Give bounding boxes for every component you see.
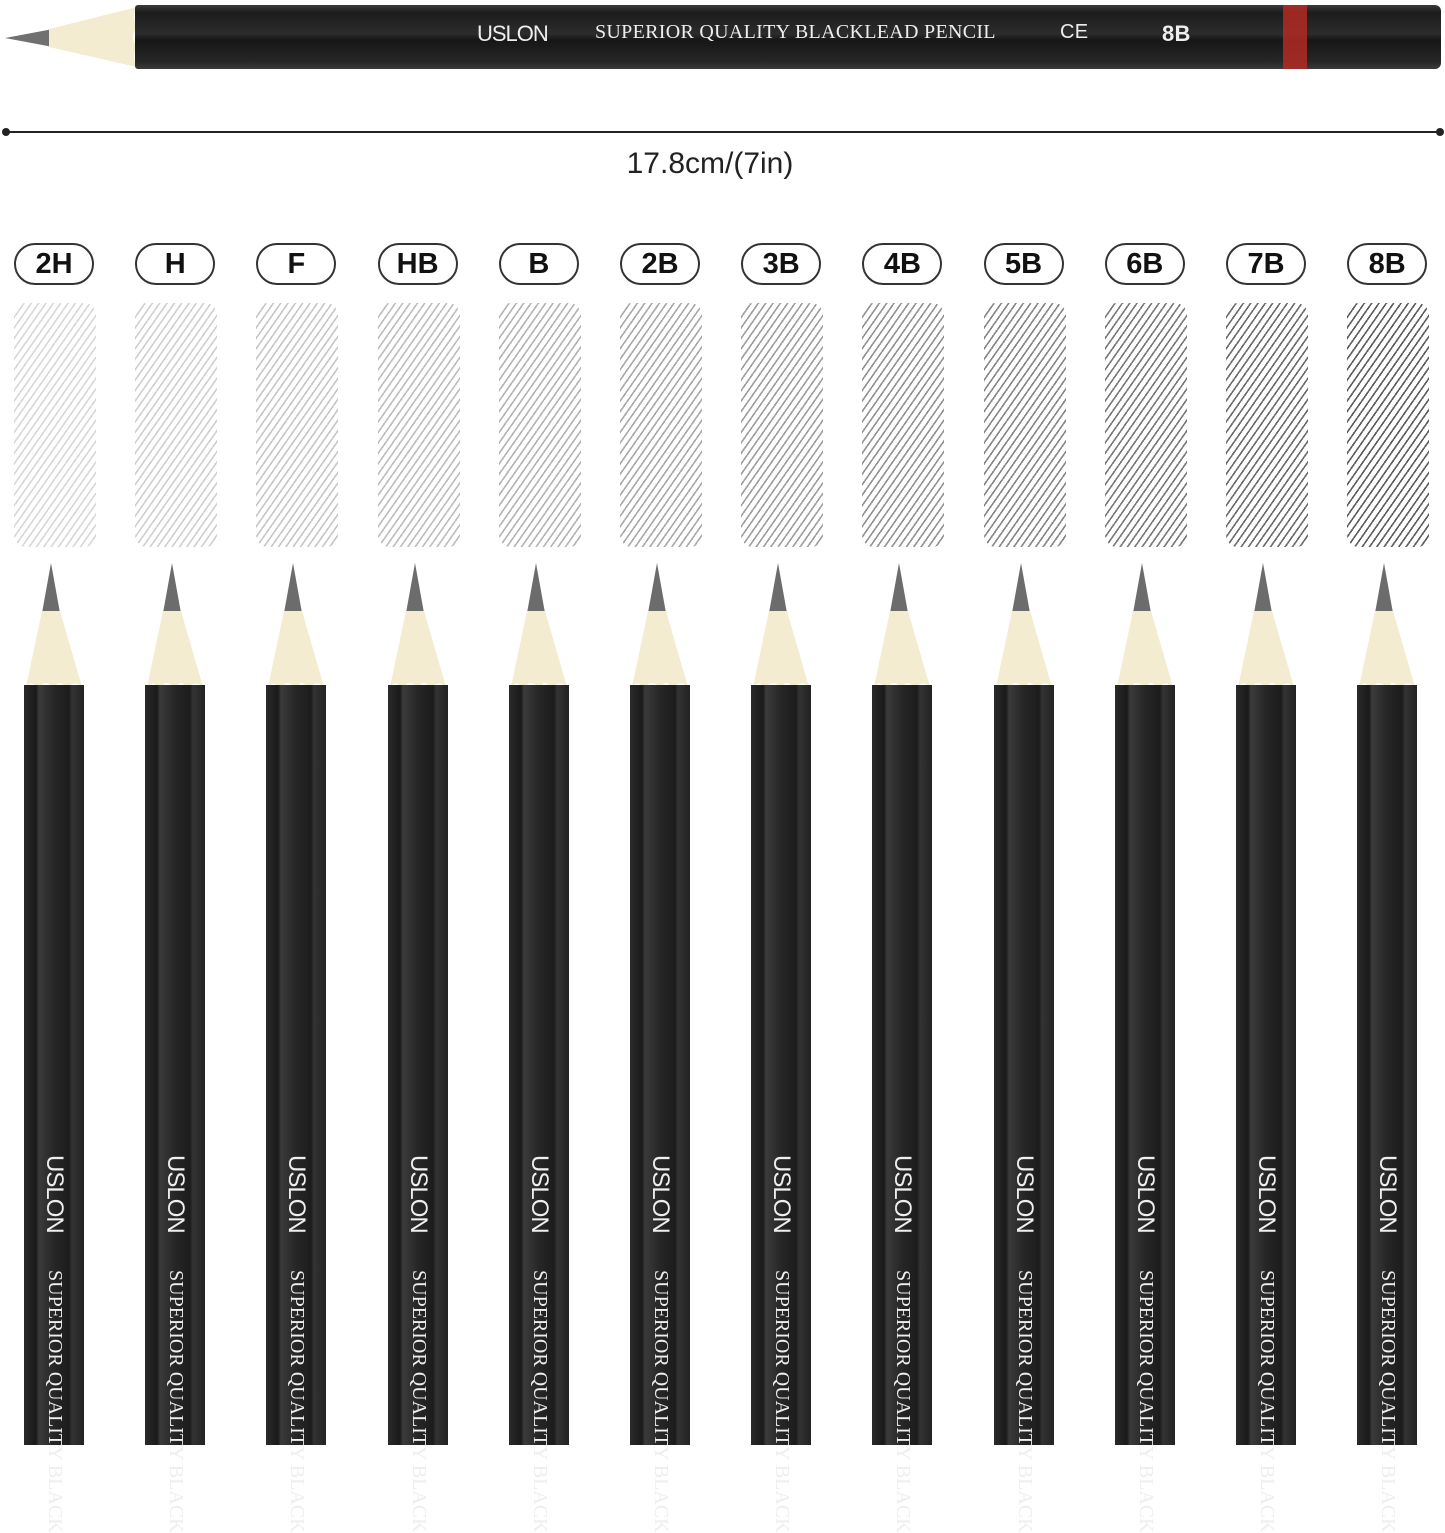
brand-label: USLON [889, 1155, 917, 1233]
pencil: USLON SUPERIOR QUALITY BLACK [24, 563, 84, 1533]
pencil-body: USLON SUPERIOR QUALITY BLACK [266, 685, 327, 1533]
brand-label: USLON [647, 1155, 674, 1233]
grade-badge: 5B [983, 243, 1064, 285]
brand-label: USLON [404, 1155, 432, 1233]
description-label: SUPERIOR QUALITY BLACK [650, 1270, 672, 1533]
dimension-endpoint [2, 128, 10, 136]
grade-badge: 7B [1226, 243, 1306, 285]
pencil-tip-icon [389, 563, 446, 689]
description-label: SUPERIOR QUALITY BLACK [165, 1270, 188, 1533]
grade-badge: 3B [741, 243, 822, 285]
description-label: SUPERIOR QUALITY BLACK [1134, 1270, 1157, 1533]
pencil-body: USLON SUPERIOR QUALITY BLACK [387, 685, 448, 1533]
brand-label: USLON [1253, 1155, 1280, 1233]
grade-badge: 4B [862, 243, 943, 285]
description-label: SUPERIOR QUALITY BLACK [1013, 1270, 1036, 1533]
grade-badge: 8B [1347, 243, 1428, 285]
description-label: SUPERIOR QUALITY BLACK [892, 1270, 915, 1533]
grade-badge: B [498, 243, 579, 285]
pencil: USLON SUPERIOR QUALITY BLACK [630, 563, 690, 1533]
shading-swatch [983, 303, 1066, 547]
brand-label: USLON [1374, 1155, 1402, 1233]
pencil: USLON SUPERIOR QUALITY BLACK [1357, 563, 1418, 1533]
description-label: SUPERIOR QUALITY BLACK [771, 1270, 794, 1533]
pencil-tip-icon [5, 7, 137, 67]
pencil-body: USLON SUPERIOR QUALITY BLACKLEAD PENCIL … [135, 5, 1441, 69]
pencil-body: USLON SUPERIOR QUALITY BLACK [1114, 685, 1175, 1533]
pencil: USLON SUPERIOR QUALITY BLACK [993, 563, 1054, 1533]
grade-badge: 2H [14, 243, 94, 285]
pencil-tip-icon [753, 563, 810, 689]
description-label: SUPERIOR QUALITY BLACKLEAD PENCIL [595, 21, 996, 43]
pencil-body: USLON SUPERIOR QUALITY BLACK [751, 685, 812, 1533]
shading-swatch [135, 303, 218, 547]
pencil: USLON SUPERIOR QUALITY BLACK [508, 563, 569, 1533]
brand-label: USLON [1131, 1155, 1159, 1233]
pencil-tip-icon [268, 563, 325, 689]
pencil-tip-icon [510, 563, 567, 689]
ce-mark: CE [1060, 21, 1089, 43]
grade-badge: H [135, 243, 216, 285]
grade-badge: F [256, 243, 337, 285]
pencil: USLON SUPERIOR QUALITY BLACK [387, 563, 448, 1533]
top-pencil: USLON SUPERIOR QUALITY BLACKLEAD PENCIL … [5, 5, 1441, 69]
brand-label: USLON [768, 1155, 796, 1233]
grade-badge: 6B [1104, 243, 1185, 285]
description-label: SUPERIOR QUALITY BLACK [286, 1270, 309, 1533]
pencil-tip-icon [995, 563, 1052, 689]
grade-band [1283, 5, 1307, 69]
pencil-tip-icon [147, 563, 204, 689]
pencil: USLON SUPERIOR QUALITY BLACK [1236, 563, 1296, 1533]
brand-label: USLON [162, 1155, 190, 1233]
brand-label: USLON [525, 1155, 553, 1233]
description-label: SUPERIOR QUALITY BLACK [1256, 1270, 1278, 1533]
shading-swatch [256, 303, 339, 547]
shading-swatch [377, 303, 460, 547]
pencil-body: USLON SUPERIOR QUALITY BLACK [508, 685, 569, 1533]
pencil-body: USLON SUPERIOR QUALITY BLACK [630, 685, 690, 1533]
pencil-body: USLON SUPERIOR QUALITY BLACK [1357, 685, 1418, 1533]
description-label: SUPERIOR QUALITY BLACK [1377, 1270, 1400, 1533]
pencil-tip-icon [632, 563, 688, 689]
pencil-tip-icon [874, 563, 931, 689]
shading-swatch [1226, 303, 1308, 547]
pencil-body: USLON SUPERIOR QUALITY BLACK [1236, 685, 1296, 1533]
pencil-body: USLON SUPERIOR QUALITY BLACK [993, 685, 1054, 1533]
dimension-endpoint [1436, 128, 1444, 136]
grade-badge: HB [377, 243, 458, 285]
shading-swatch [1104, 303, 1187, 547]
pencil-tip-icon [1359, 563, 1416, 689]
shading-swatch [862, 303, 945, 547]
description-label: SUPERIOR QUALITY BLACK [407, 1270, 430, 1533]
dimension-label: 17.8cm/(7in) [626, 147, 794, 180]
shading-swatch [620, 303, 702, 547]
description-label: SUPERIOR QUALITY BLACK [44, 1270, 66, 1533]
pencil: USLON SUPERIOR QUALITY BLACK [266, 563, 327, 1533]
shading-swatch [498, 303, 581, 547]
pencil-tip-icon [1116, 563, 1173, 689]
pencil-body: USLON SUPERIOR QUALITY BLACK [24, 685, 84, 1533]
grade-badge: 2B [620, 243, 700, 285]
pencil: USLON SUPERIOR QUALITY BLACK [1114, 563, 1175, 1533]
pencil: USLON SUPERIOR QUALITY BLACK [872, 563, 933, 1533]
shading-swatch [741, 303, 824, 547]
brand-label: USLON [41, 1155, 68, 1233]
pencil-tip-icon [1238, 563, 1294, 689]
shading-swatch [14, 303, 96, 547]
pencil: USLON SUPERIOR QUALITY BLACK [145, 563, 206, 1533]
grade-label: 8B [1162, 21, 1191, 46]
pencil-tip-icon [26, 563, 82, 689]
pencil: USLON SUPERIOR QUALITY BLACK [751, 563, 812, 1533]
pencil-body: USLON SUPERIOR QUALITY BLACK [872, 685, 933, 1533]
brand-label: USLON [1010, 1155, 1038, 1233]
shading-swatch [1347, 303, 1430, 547]
brand-label: USLON [283, 1155, 311, 1233]
dimension-line [5, 131, 1440, 133]
description-label: SUPERIOR QUALITY BLACK [528, 1270, 551, 1533]
pencil-body: USLON SUPERIOR QUALITY BLACK [145, 685, 206, 1533]
brand-label: USLON [477, 21, 549, 46]
